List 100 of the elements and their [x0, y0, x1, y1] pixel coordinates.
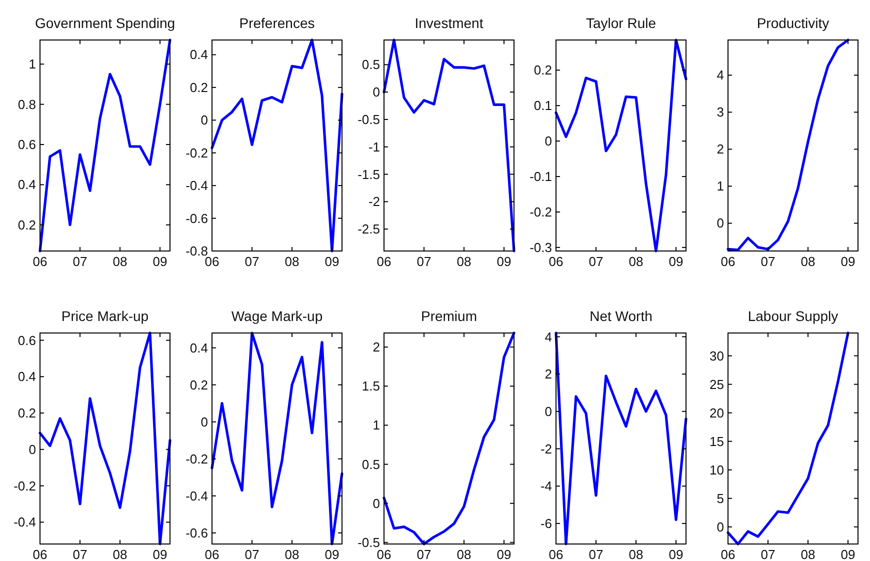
y-tick-label: 0: [716, 216, 724, 231]
y-tick-label: -0.6: [186, 210, 208, 226]
y-tick-label: 20: [710, 405, 724, 420]
y-tick-label: -0.4: [186, 488, 208, 504]
y-tick-label: -2.5: [358, 222, 380, 237]
y-tick-label: -0.2: [14, 478, 36, 494]
y-tick-label: -0.2: [186, 145, 208, 160]
x-tick-label: 06: [376, 254, 392, 269]
chart-title: Preferences: [239, 15, 315, 31]
chart-title: Labour Supply: [748, 308, 838, 324]
y-tick-label: 4: [716, 68, 724, 83]
y-tick-label: -1: [368, 139, 380, 154]
x-tick-label: 07: [416, 254, 432, 269]
y-tick-label: 1.5: [362, 378, 380, 394]
y-tick-label: 0.2: [18, 406, 36, 421]
y-tick-label: 0.5: [362, 456, 380, 472]
y-tick-label: 0: [372, 84, 380, 100]
x-tick-label: 09: [496, 254, 512, 269]
y-tick-label: 0.2: [534, 62, 552, 78]
chart-title: Investment: [414, 15, 484, 31]
x-tick-label: 09: [152, 254, 168, 269]
y-tick-label: 0: [28, 442, 36, 457]
x-tick-label: 06: [376, 547, 392, 561]
y-tick-label: -0.1: [530, 169, 552, 184]
y-tick-label: -0.2: [530, 204, 552, 220]
y-tick-label: 0.2: [190, 377, 208, 392]
y-tick-label: 2: [372, 340, 380, 355]
x-tick-label: 07: [72, 547, 88, 561]
y-tick-label: -0.5: [358, 534, 380, 550]
chart-title: Government Spending: [34, 15, 176, 31]
y-tick-label: 0.8: [18, 96, 36, 112]
x-tick-label: 08: [456, 547, 472, 561]
x-tick-label: 06: [720, 254, 736, 269]
x-tick-label: 08: [628, 254, 644, 269]
line-series: [554, 332, 688, 546]
chart-title: Net Worth: [590, 308, 652, 324]
y-tick-label: 0.2: [18, 217, 36, 232]
y-tick-label: 0.6: [18, 332, 36, 348]
y-tick-label: -2: [368, 194, 380, 210]
chart-title: Price Mark-up: [61, 308, 149, 324]
x-tick-label: 09: [668, 547, 684, 561]
y-tick-label: 0: [544, 134, 552, 149]
x-tick-label: 06: [204, 547, 220, 561]
y-tick-label: -0.5: [358, 112, 380, 127]
y-tick-label: 30: [710, 348, 724, 364]
y-tick-label: 1: [28, 56, 36, 72]
y-tick-label: -4: [540, 478, 552, 494]
y-tick-label: 25: [710, 376, 724, 392]
y-tick-label: -0.3: [530, 240, 552, 255]
y-tick-label: 0.4: [18, 369, 36, 384]
x-tick-label: 08: [284, 547, 300, 561]
x-tick-label: 07: [588, 254, 604, 269]
y-tick-label: -0.4: [14, 514, 36, 530]
x-tick-label: 07: [588, 547, 604, 561]
y-tick-label: 0.2: [190, 80, 208, 95]
x-tick-label: 08: [800, 254, 816, 269]
y-tick-label: -0.2: [186, 451, 208, 466]
y-tick-label: 0.5: [362, 57, 380, 72]
x-tick-label: 08: [112, 547, 128, 561]
x-tick-label: 07: [416, 547, 432, 561]
y-tick-label: -2: [540, 441, 552, 456]
x-tick-label: 06: [32, 547, 48, 561]
chart-title: Premium: [420, 308, 478, 324]
x-tick-label: 09: [668, 254, 684, 269]
x-tick-label: 07: [72, 254, 88, 269]
line-series: [726, 38, 850, 252]
x-tick-label: 09: [840, 254, 856, 269]
line-series: [38, 332, 172, 546]
x-tick-label: 09: [324, 254, 340, 269]
y-tick-label: 1: [716, 178, 724, 194]
y-tick-label: 0.1: [534, 98, 552, 114]
y-tick-label: 0: [544, 404, 552, 419]
x-tick-label: 08: [628, 547, 644, 561]
chart-title: Wage Mark-up: [231, 308, 323, 324]
y-tick-label: 0: [372, 496, 380, 511]
x-tick-label: 08: [800, 547, 816, 561]
y-tick-label: 0: [200, 414, 208, 430]
y-tick-label: 15: [710, 434, 724, 449]
x-tick-label: 09: [152, 547, 168, 561]
x-tick-label: 06: [548, 547, 564, 561]
x-tick-label: 09: [840, 547, 856, 561]
y-tick-label: 4: [544, 329, 552, 344]
y-tick-label: -0.6: [186, 525, 208, 540]
x-tick-label: 07: [760, 254, 776, 269]
y-tick-label: -0.4: [186, 178, 208, 194]
x-tick-label: 08: [112, 254, 128, 269]
line-series: [726, 332, 850, 546]
line-series: [210, 38, 344, 252]
y-tick-label: 10: [710, 462, 724, 478]
x-tick-label: 06: [720, 547, 736, 561]
y-tick-label: 0.4: [190, 340, 208, 356]
chart-title: Productivity: [756, 15, 830, 31]
line-series: [38, 38, 172, 252]
y-tick-label: -6: [540, 516, 552, 531]
line-series: [382, 38, 516, 252]
y-tick-label: 1: [372, 418, 380, 433]
y-tick-label: 0: [200, 112, 208, 128]
line-series: [554, 38, 688, 252]
x-tick-label: 09: [324, 547, 340, 561]
y-tick-label: 0.6: [18, 136, 36, 152]
